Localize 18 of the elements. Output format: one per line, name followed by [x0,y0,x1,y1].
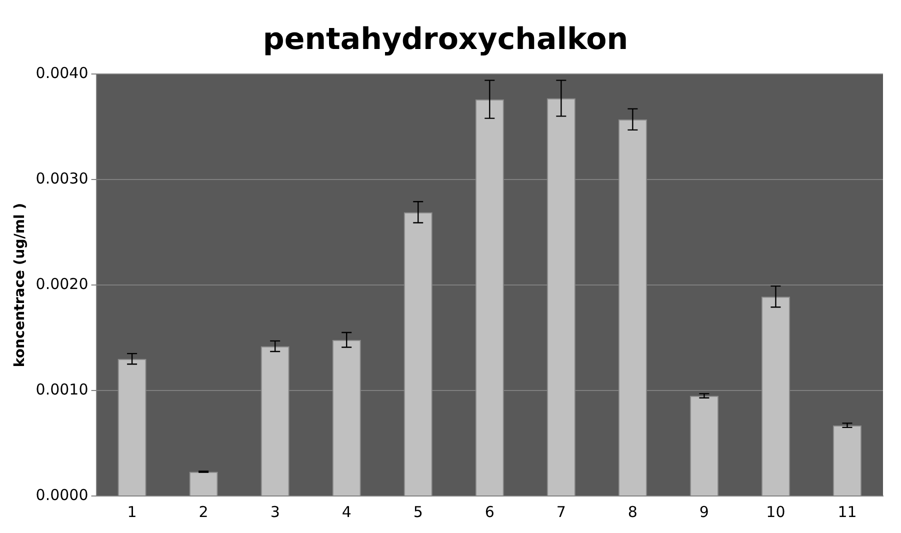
y-axis-title: koncentrace (ug/ml ) [12,202,28,368]
x-tick-label: 10 [766,502,786,521]
chart-title: pentahydroxychalkon [262,22,628,57]
x-tick-label: 8 [628,502,638,521]
x-tick-label: 5 [413,502,423,521]
x-tick-label: 1 [127,502,137,521]
y-tick-label: 0.0020 [36,274,88,293]
x-tick-label: 7 [556,502,566,521]
x-tick-label: 6 [484,502,494,521]
y-tick-label: 0.0030 [36,169,88,188]
y-tick-label: 0.0040 [36,64,88,82]
y-tick-label: 0.0010 [36,380,88,398]
x-tick-label: 11 [838,502,857,521]
x-tick-label: 9 [699,502,709,521]
x-tick-label: 2 [198,502,208,521]
x-tick-label: 4 [342,502,352,521]
y-tick-label: 0.0000 [36,486,88,504]
x-tick-label: 3 [270,502,280,521]
